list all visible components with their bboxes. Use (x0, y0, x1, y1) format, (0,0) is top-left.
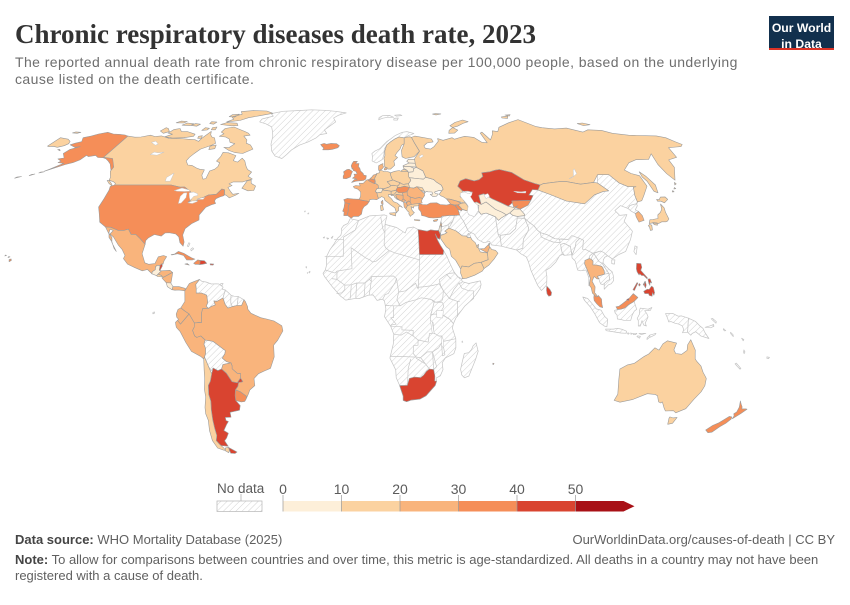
svg-text:50: 50 (568, 481, 584, 497)
svg-text:No data: No data (217, 481, 265, 496)
svg-text:20: 20 (392, 481, 408, 497)
svg-text:0: 0 (279, 481, 287, 497)
svg-text:30: 30 (451, 481, 467, 497)
svg-text:10: 10 (334, 481, 350, 497)
svg-text:40: 40 (509, 481, 525, 497)
